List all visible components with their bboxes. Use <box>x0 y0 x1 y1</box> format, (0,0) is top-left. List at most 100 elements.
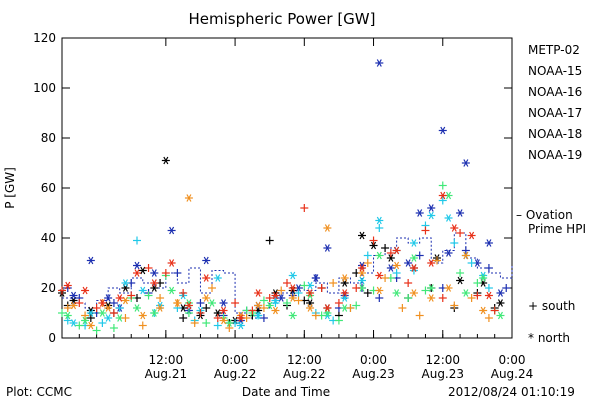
south-point <box>334 316 343 325</box>
south-point <box>329 279 338 287</box>
north-point <box>202 294 211 302</box>
north-point <box>456 209 465 217</box>
north-point <box>69 291 78 300</box>
legend-ovation-line2: Prime HPI <box>528 222 586 236</box>
north-point <box>86 321 95 330</box>
south-point <box>450 239 459 247</box>
south-point <box>127 291 136 300</box>
north-point <box>444 249 453 257</box>
x-tick-label-time: 12:00 <box>287 353 322 367</box>
south-point <box>63 316 72 325</box>
south-point <box>179 314 188 322</box>
north-point <box>213 309 222 317</box>
south-point <box>473 291 482 300</box>
north-point <box>150 269 159 277</box>
north-point <box>219 299 228 307</box>
x-tick-label-date: Aug.22 <box>214 367 257 381</box>
south-point <box>92 326 101 335</box>
legend-item: NOAA-15 <box>528 64 582 78</box>
south-point <box>421 286 430 295</box>
south-point <box>98 319 107 327</box>
legend: METP-02 NOAA-15 NOAA-16 NOAA-17 NOAA-18 NOAA-… <box>516 43 586 236</box>
north-point <box>288 294 297 302</box>
legend-item: NOAA-17 <box>528 106 582 120</box>
south-point <box>115 304 124 312</box>
south-point <box>86 314 95 322</box>
north-point <box>121 284 130 292</box>
north-point <box>484 239 493 247</box>
y-tick-label: 120 <box>33 31 56 45</box>
legend-item: NOAA-18 <box>528 127 582 141</box>
north-point <box>306 304 315 312</box>
south-point <box>213 321 222 330</box>
north-point <box>98 299 107 307</box>
south-point <box>363 251 372 260</box>
south-point <box>259 296 268 305</box>
south-point <box>346 304 355 312</box>
north-point <box>288 284 297 292</box>
south-point <box>300 281 309 290</box>
north-point <box>133 269 141 277</box>
south-point <box>404 294 413 302</box>
south-point <box>404 279 413 287</box>
south-point <box>438 294 447 302</box>
north-point <box>254 301 263 310</box>
north-point <box>415 209 424 217</box>
north-point <box>438 191 447 200</box>
south-point <box>375 224 384 232</box>
x-tick-label-time: 12:00 <box>149 353 184 367</box>
south-point <box>138 321 147 330</box>
chart-title: Hemispheric Power [GW] <box>189 10 376 28</box>
north-point <box>484 291 493 300</box>
north-point <box>386 254 395 262</box>
south-point <box>294 289 303 297</box>
north-point <box>63 311 72 320</box>
north-point <box>81 286 90 295</box>
north-point <box>404 259 413 267</box>
south-point <box>156 294 165 302</box>
footer-plot-credit: Plot: CCMC <box>6 385 72 399</box>
south-point <box>421 226 430 235</box>
north-point <box>409 254 418 262</box>
north-point <box>202 256 211 265</box>
north-point <box>104 294 113 302</box>
south-point <box>363 259 372 267</box>
x-tick-label-date: Aug.22 <box>283 367 326 381</box>
north-point <box>104 304 113 312</box>
north-point <box>288 311 297 320</box>
south-point <box>283 299 291 307</box>
north-point <box>467 231 476 240</box>
north-point <box>427 204 436 212</box>
north-point <box>81 316 90 325</box>
north-point <box>375 271 384 280</box>
north-point <box>311 274 320 282</box>
north-point <box>461 289 470 297</box>
north-point <box>340 279 349 287</box>
north-point <box>150 279 159 287</box>
north-point <box>219 306 228 315</box>
south-point <box>381 244 390 252</box>
north-point <box>202 274 211 282</box>
south-point <box>63 304 72 312</box>
scatter-points <box>58 59 511 335</box>
legend-item: NOAA-16 <box>528 85 582 99</box>
y-tick-label: 40 <box>41 231 56 245</box>
south-point <box>225 324 234 332</box>
south-point <box>456 269 465 277</box>
south-point <box>283 279 291 287</box>
south-point <box>467 259 476 267</box>
south-point <box>484 264 493 272</box>
north-point <box>358 264 366 272</box>
north-point <box>461 159 470 167</box>
south-point <box>392 269 401 277</box>
north-point <box>340 274 349 282</box>
north-point <box>340 289 349 297</box>
south-point <box>473 279 482 287</box>
north-point <box>138 286 147 295</box>
north-point <box>392 261 401 270</box>
south-point <box>58 309 66 317</box>
south-point <box>490 306 499 315</box>
legend-item: NOAA-19 <box>528 148 582 162</box>
x-tick-label-time: 0:00 <box>222 353 249 367</box>
legend-item: METP-02 <box>528 43 580 57</box>
